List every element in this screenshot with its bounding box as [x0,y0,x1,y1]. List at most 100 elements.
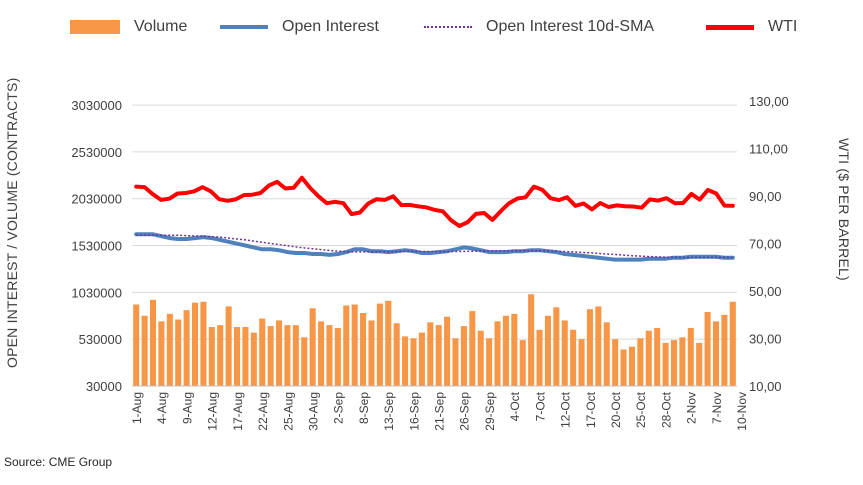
volume-bar [200,301,207,386]
x-tick-label: 10-Nov [735,392,749,431]
open-interest-line [134,232,735,262]
x-tick-label: 17-Oct [584,391,598,428]
x-tick-label: 2-Nov [685,392,699,424]
x-tick-label: 1-Aug [130,392,144,424]
legend-item-volume: Volume [70,18,187,36]
volume-bar [578,339,585,386]
chart-legend: Volume Open Interest Open Interest 10d-S… [0,18,863,42]
volume-bar [351,304,358,386]
volume-bar [696,342,703,386]
legend-swatch-open-interest [220,25,268,29]
legend-item-wti: WTI [706,18,797,36]
volume-bar [175,319,182,386]
y2-tick-label: 30,00 [749,331,782,346]
volume-bar [511,313,518,386]
volume-bar [427,322,434,386]
volume-bar [242,327,249,386]
volume-bar [628,346,635,386]
volume-bar [687,327,694,386]
volume-bar [469,311,476,386]
volume-bar [166,313,173,386]
x-tick-label: 7-Nov [710,392,724,424]
y-tick-label: 1030000 [71,285,122,300]
volume-bar [393,323,400,386]
volume-bar [595,306,602,386]
volume-bar [519,340,526,386]
volume-bar [712,321,720,386]
x-tick-label: 7-Oct [533,391,547,421]
volume-bar [191,302,199,386]
volume-bar [670,340,678,386]
volume-bar [284,325,291,386]
legend-swatch-volume [70,20,120,34]
volume-bar [444,316,451,386]
volume-bar [502,315,509,386]
volume-bar [729,301,736,386]
y-axis-left-title: OPEN INTEREST / VOLUME (CONTRACTS) [4,77,20,368]
volume-bar [158,321,165,386]
volume-bar [208,327,215,386]
legend-label-volume: Volume [134,18,188,35]
x-tick-label: 4-Oct [508,391,522,421]
y-tick-label: 2530000 [71,145,122,160]
legend-label-wti: WTI [768,18,798,35]
volume-bar [544,315,551,386]
x-tick-label: 12-Oct [559,391,573,428]
x-tick-label: 26-Sep [458,392,472,431]
volume-bar [225,306,232,386]
volume-bar [183,310,190,386]
volume-bar [553,307,560,386]
volume-bar [570,329,577,386]
volume-bar [292,325,299,386]
source-note: Source: CME Group [4,455,113,469]
volume-bar [435,325,442,386]
x-tick-label: 17-Aug [231,392,245,431]
volume-bar [654,327,661,386]
volume-bar [385,300,392,386]
legend-swatch-oi-sma [424,26,472,28]
wti-line [134,175,735,228]
x-tick-label: 9-Aug [180,392,194,424]
volume-bar [620,349,627,386]
volume-bar [318,321,325,386]
x-tick-label: 29-Sep [483,392,497,431]
volume-bar [301,337,308,386]
x-tick-label: 30-Aug [307,392,321,431]
volume-bar [603,322,610,386]
y-axis-right-title: WTI ($ PER BARREL) [836,138,852,281]
volume-bar [477,330,484,386]
x-tick-label: 8-Sep [357,392,371,424]
volume-bar [141,315,148,386]
x-tick-label: 21-Sep [433,392,447,431]
volume-bar [494,321,501,386]
volume-bar [662,342,669,386]
volume-bar [326,325,333,386]
volume-bar [528,294,535,386]
y-tick-label: 3030000 [71,98,122,113]
y-tick-label: 2030000 [71,192,122,207]
x-tick-label: 25-Oct [634,391,648,428]
volume-bar [360,312,367,386]
volume-bar [259,318,266,386]
volume-bar [234,327,241,386]
volume-bar [452,338,459,386]
volume-bar [309,308,316,386]
legend-item-open-interest: Open Interest [220,18,379,36]
y-tick-label: 1530000 [71,239,122,254]
volume-bar [402,336,409,386]
y2-tick-label: 90,00 [749,189,782,204]
volume-bar [334,327,341,386]
legend-label-open-interest: Open Interest [282,18,379,35]
volume-bar [376,303,383,386]
x-tick-label: 28-Oct [659,391,673,428]
volume-bar [276,320,283,386]
x-tick-label: 20-Oct [609,391,623,428]
y2-tick-label: 130,00 [749,94,789,109]
volume-bar [679,337,686,386]
y-tick-label: 530000 [79,332,122,347]
volume-bar [704,312,711,386]
volume-bar [612,339,619,386]
x-tick-label: 22-Aug [256,392,270,431]
y2-tick-label: 110,00 [749,141,788,156]
